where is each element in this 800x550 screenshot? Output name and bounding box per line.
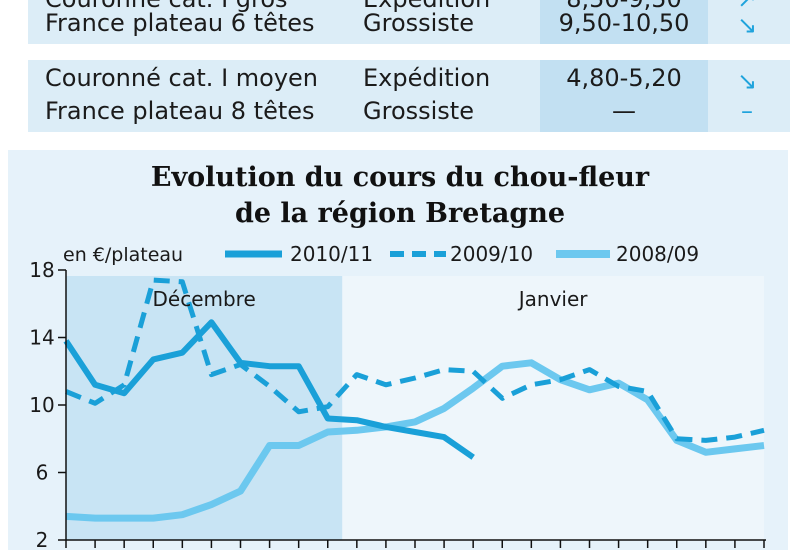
table-row-3-market: Grossiste <box>363 97 474 125</box>
chart-title: Evolution du cours du chou-fleur de la r… <box>0 160 800 232</box>
arrow-down-right-icon: ↘ <box>736 67 758 95</box>
price-column-bg-2 <box>540 60 708 132</box>
chart-title-line-2: de la région Bretagne <box>234 198 566 229</box>
y-tick-label-18: 18 <box>29 258 54 282</box>
trend-up-right-icon: ↗ <box>727 0 767 14</box>
price-table: Couronné cat. I gros Expédition 8,50-9,5… <box>0 0 800 150</box>
table-row-1-market: Grossiste <box>363 9 474 37</box>
legend-label-2009-10: 2009/10 <box>450 242 533 266</box>
table-row-1-product: France plateau 6 têtes <box>45 9 315 37</box>
table-row-3-product: France plateau 8 têtes <box>45 97 315 125</box>
period-shade-0 <box>66 276 343 540</box>
table-row-2-market: Expédition <box>363 64 491 92</box>
legend-label-2010-11: 2010/11 <box>290 242 373 266</box>
arrow-down-right-icon: ↘ <box>736 11 758 39</box>
table-row-0-product: Couronné cat. I gros <box>45 0 288 14</box>
period-bg-1 <box>342 276 764 540</box>
table-row-0-price: 8,50-9,50 <box>540 0 708 14</box>
y-tick-label-2: 2 <box>36 528 49 550</box>
period-label-0: Décembre <box>153 287 256 311</box>
price-column-bg-1 <box>540 0 708 44</box>
table-row-3-price: — <box>612 97 636 125</box>
y-axis-label: en €/plateau <box>63 244 183 266</box>
series-line-2010-11 <box>63 319 475 460</box>
table-row-1-price: 9,50-10,50 <box>558 9 690 37</box>
table-row-0-market: Expédition <box>363 0 490 14</box>
series-line-2009-10 <box>65 277 765 443</box>
dash-icon: – <box>741 97 753 125</box>
y-tick-label-14: 14 <box>29 326 54 350</box>
chart-title-line-1: Evolution du cours du chou-fleur <box>150 162 650 193</box>
period-label-1: Janvier <box>517 287 589 311</box>
y-tick-label-6: 6 <box>36 461 49 485</box>
table-row-2-product: Couronné cat. I moyen <box>45 64 319 92</box>
table-row-2-price: 4,80-5,20 <box>566 64 682 92</box>
series-line-2008-09 <box>65 359 765 522</box>
legend-label-2008-09: 2008/09 <box>616 242 699 266</box>
y-tick-label-10: 10 <box>29 393 54 417</box>
